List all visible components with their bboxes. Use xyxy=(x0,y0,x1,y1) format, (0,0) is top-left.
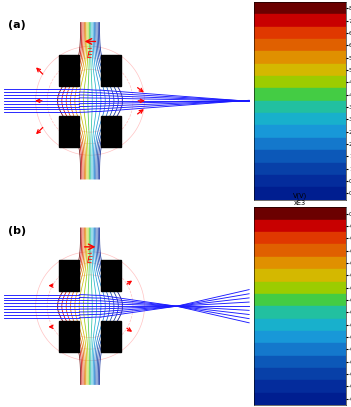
Text: $\vec{E}$: $\vec{E}$ xyxy=(86,47,94,61)
Bar xyxy=(254,2,346,14)
Bar xyxy=(254,175,346,187)
Bar xyxy=(254,331,346,343)
Bar xyxy=(254,356,346,368)
Bar xyxy=(254,162,346,175)
Bar xyxy=(254,14,346,27)
Bar xyxy=(254,282,346,294)
Bar xyxy=(254,39,346,51)
Bar xyxy=(254,380,346,393)
Bar xyxy=(59,260,79,291)
Bar xyxy=(254,76,346,88)
Bar xyxy=(254,319,346,331)
Bar xyxy=(254,343,346,356)
Title: V(V)
xE3: V(V) xE3 xyxy=(293,193,307,206)
Bar xyxy=(254,113,346,125)
Bar xyxy=(59,321,79,352)
Bar xyxy=(101,321,121,352)
Bar xyxy=(101,55,121,86)
Title: V(V)
xE3: V(V) xE3 xyxy=(293,0,307,1)
Text: (a): (a) xyxy=(8,20,25,30)
Bar xyxy=(254,27,346,39)
Bar xyxy=(101,260,121,291)
Bar xyxy=(254,208,346,220)
Bar xyxy=(254,125,346,138)
Bar xyxy=(254,368,346,380)
Bar xyxy=(59,116,79,147)
Bar xyxy=(254,245,346,257)
Bar xyxy=(254,232,346,245)
Bar xyxy=(101,116,121,147)
Bar xyxy=(254,51,346,64)
Text: $\vec{E}$: $\vec{E}$ xyxy=(86,252,94,266)
Bar xyxy=(254,64,346,76)
Bar xyxy=(254,138,346,150)
Bar xyxy=(254,101,346,113)
Bar xyxy=(254,269,346,282)
Bar xyxy=(254,187,346,199)
Bar xyxy=(254,257,346,269)
Text: (b): (b) xyxy=(8,225,26,236)
Bar xyxy=(59,55,79,86)
Bar xyxy=(254,294,346,306)
Bar xyxy=(254,150,346,162)
Bar xyxy=(254,306,346,319)
Bar xyxy=(254,220,346,232)
Bar xyxy=(254,393,346,405)
Bar xyxy=(254,88,346,101)
